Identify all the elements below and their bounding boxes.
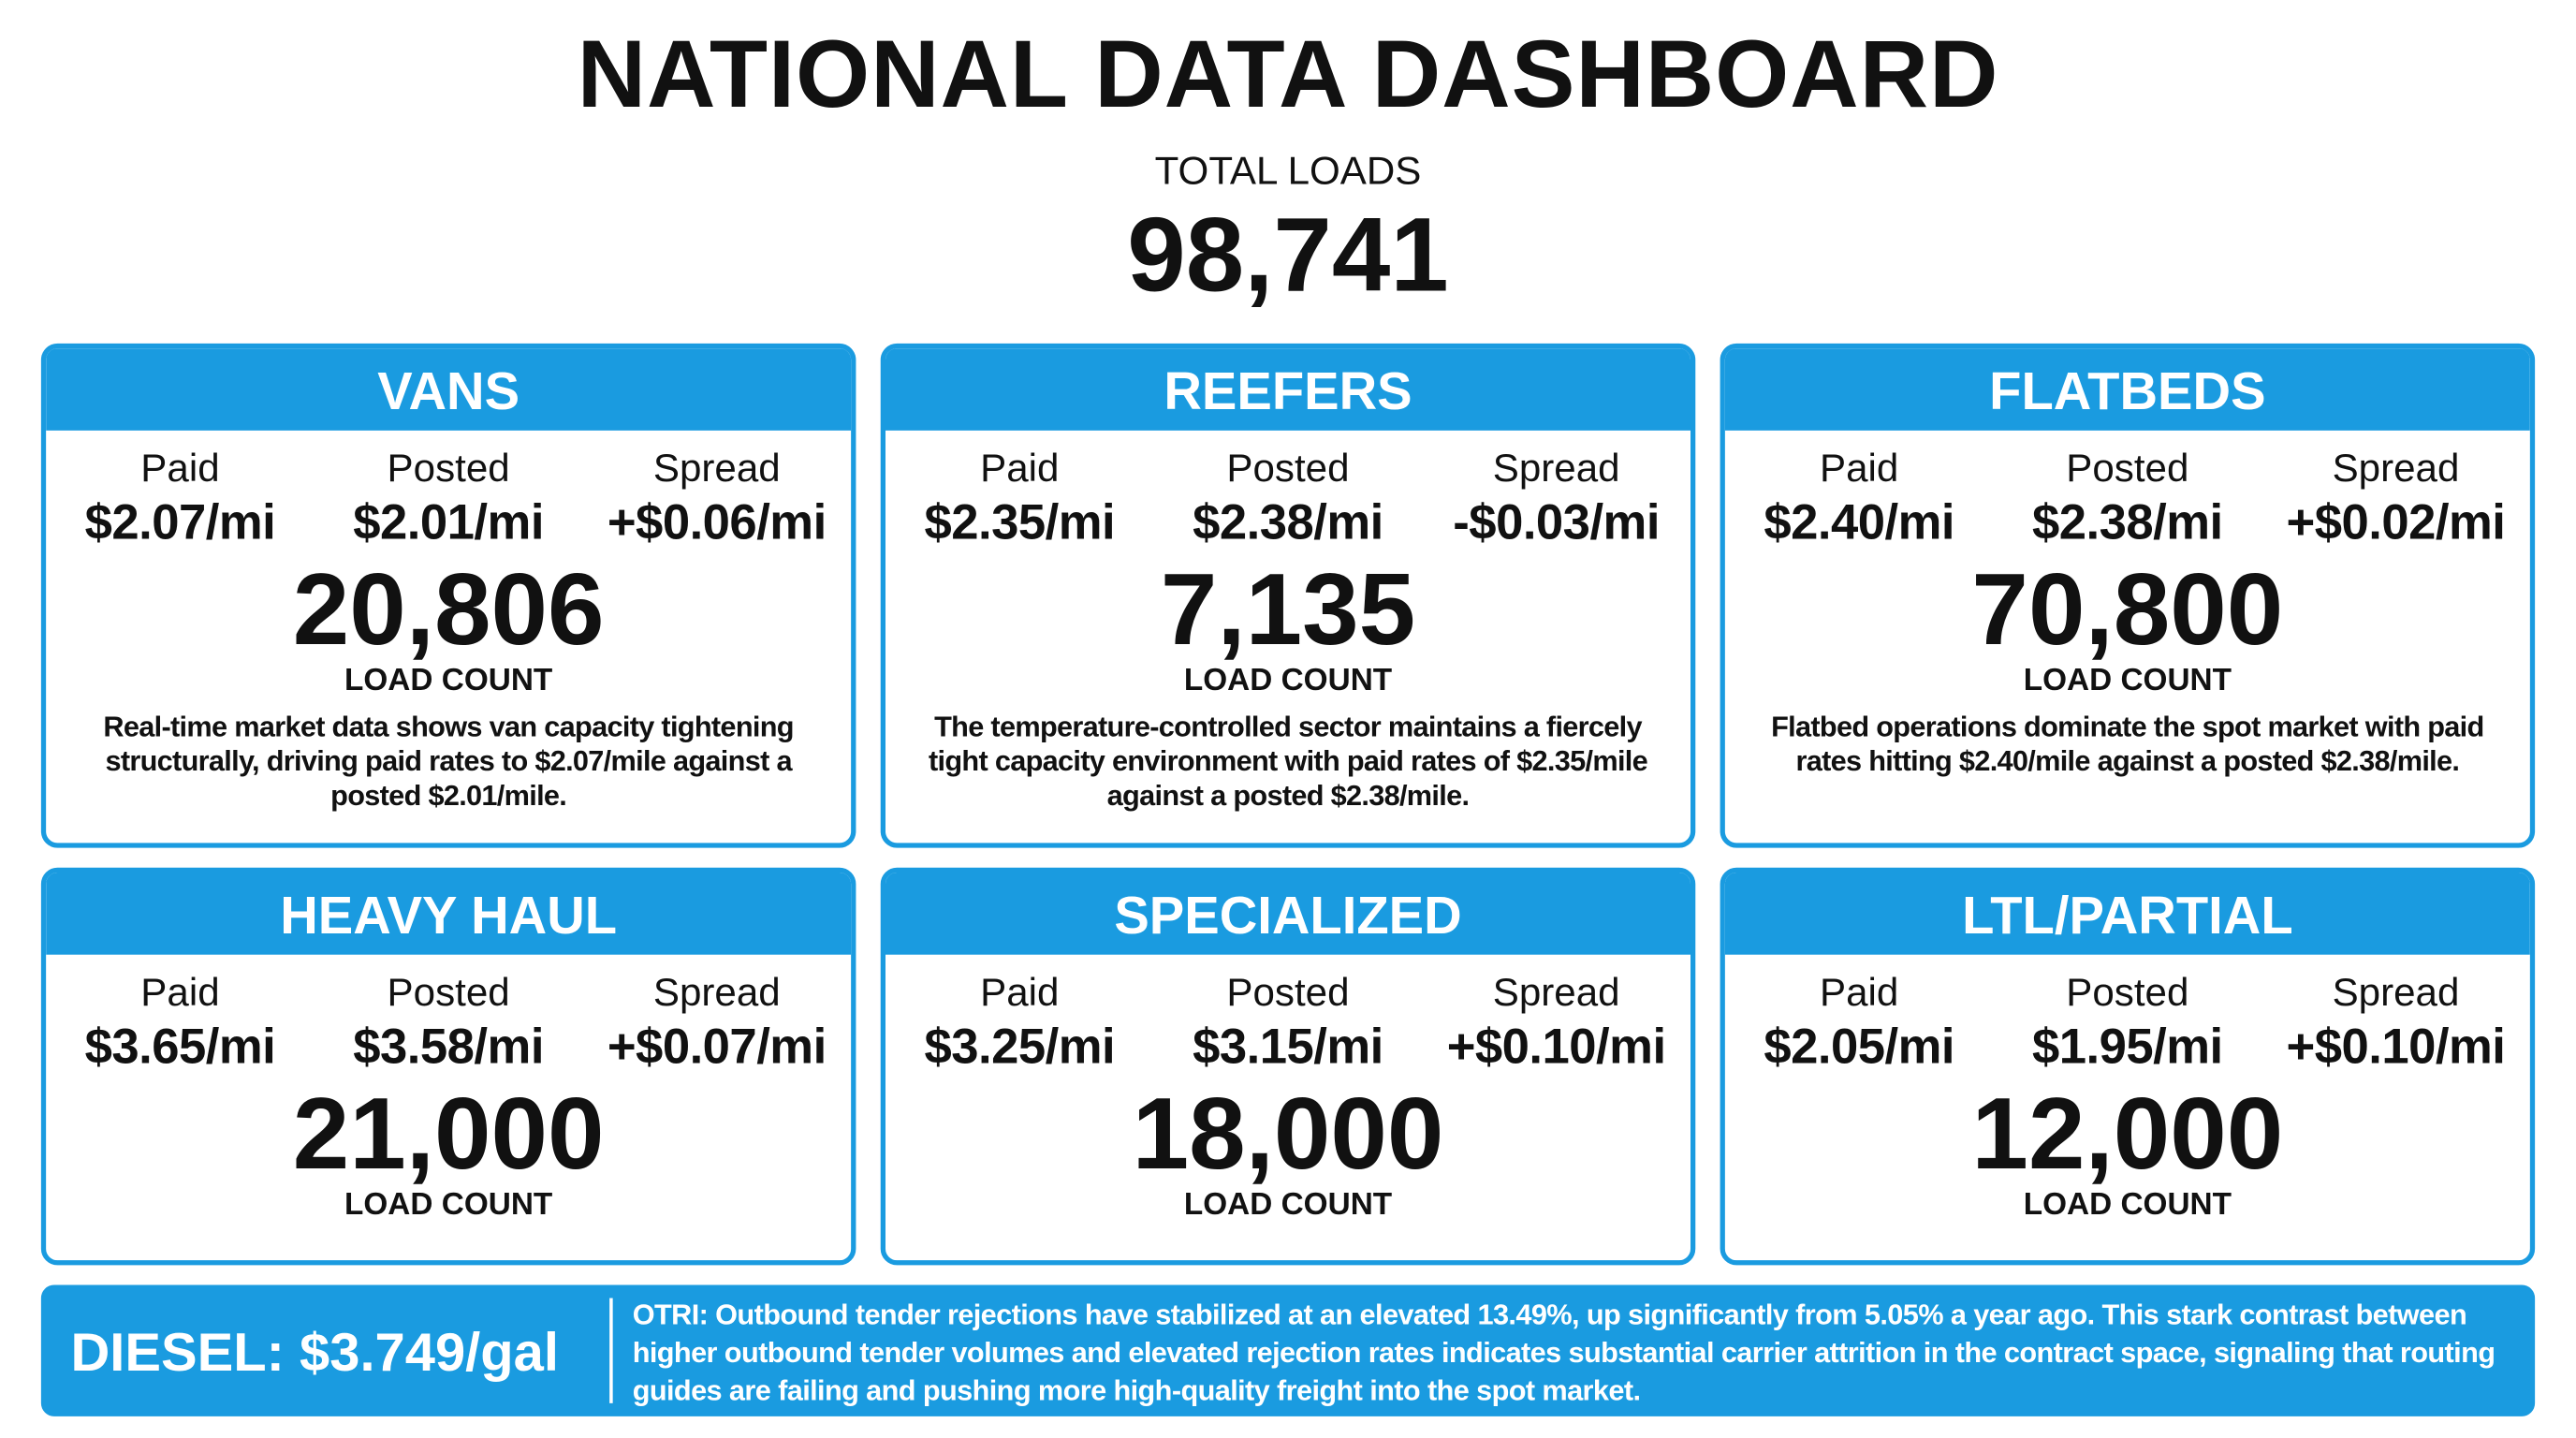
metric-value: $3.58/mi — [353, 1020, 544, 1075]
metric: Posted $2.01/mi — [315, 447, 583, 551]
metric-label: Paid — [140, 971, 220, 1016]
description: The temperature-controlled sector mainta… — [928, 710, 1648, 813]
load-count-label: LOAD COUNT — [1183, 664, 1393, 698]
metric-value: $3.25/mi — [924, 1020, 1116, 1075]
description: Flatbed operations dominate the spot mar… — [1771, 710, 2484, 778]
metric-value: $1.95/mi — [2032, 1020, 2223, 1075]
load-count: 21,000 — [292, 1078, 605, 1192]
metric-label: Spread — [2332, 971, 2460, 1016]
metric-value: $2.38/mi — [1193, 496, 1383, 550]
metric: Spread +$0.02/mi — [2261, 447, 2530, 551]
title: NATIONAL DATA DASHBOARD — [577, 21, 1999, 128]
total-value: 98,741 — [1127, 195, 1449, 315]
metrics: Paid $3.25/mi Posted $3.15/mi Spread +$0.10/m… — [886, 971, 1690, 1076]
metric-value: +$0.10/mi — [2286, 1020, 2506, 1075]
metric: Posted $3.15/mi — [1154, 971, 1423, 1076]
metric: Posted $2.38/mi — [1154, 447, 1423, 551]
metric: Paid $2.05/mi — [1725, 971, 1994, 1076]
metric-value: $2.05/mi — [1764, 1020, 1954, 1075]
metric-value: $2.35/mi — [924, 496, 1116, 550]
metric-label: Spread — [2332, 447, 2460, 492]
card-title: HEAVY HAUL — [46, 872, 852, 955]
metric: Posted $1.95/mi — [1994, 971, 2262, 1076]
metric-label: Paid — [980, 447, 1060, 492]
load-count-label: LOAD COUNT — [344, 664, 553, 698]
metric-label: Paid — [1820, 447, 1899, 492]
metric-value: $2.07/mi — [84, 496, 276, 550]
diesel-bar: DIESEL: $3.749/gal OTRI: Outbound tender… — [40, 1284, 2536, 1416]
metric: Spread -$0.03/mi — [1422, 447, 1690, 551]
metric: Paid $2.35/mi — [886, 447, 1154, 551]
metric: Posted $3.58/mi — [315, 971, 583, 1076]
metric-label: Posted — [1226, 447, 1350, 492]
metric: Spread +$0.06/mi — [582, 447, 851, 551]
card-title: SPECIALIZED — [885, 872, 1690, 955]
metrics: Paid $2.07/mi Posted $2.01/mi Spread +$0.06/m… — [46, 447, 851, 551]
metric-value: +$0.10/mi — [1446, 1020, 1666, 1075]
metric: Spread +$0.10/mi — [2261, 971, 2530, 1076]
metric-value: $2.38/mi — [2032, 496, 2223, 550]
card: LTL/PARTIAL Paid $2.05/mi Posted $1.95/mi Spr… — [1720, 867, 2536, 1266]
metric-value: +$0.07/mi — [607, 1020, 827, 1075]
metric: Paid $3.25/mi — [886, 971, 1154, 1076]
separator — [609, 1298, 613, 1403]
metric-label: Posted — [387, 971, 510, 1016]
load-count-label: LOAD COUNT — [2023, 664, 2232, 698]
metric-label: Paid — [980, 971, 1060, 1016]
load-count-label: LOAD COUNT — [344, 1187, 553, 1223]
metric-label: Posted — [2066, 447, 2189, 492]
metric-value: $2.01/mi — [353, 496, 544, 550]
card-title: LTL/PARTIAL — [1724, 872, 2530, 955]
metrics: Paid $2.35/mi Posted $2.38/mi Spread -$0.03/m… — [886, 447, 1690, 551]
load-count: 20,806 — [292, 553, 605, 668]
metric-value: -$0.03/mi — [1453, 496, 1660, 550]
card: REEFERS Paid $2.35/mi Posted $2.38/mi Spread -… — [880, 343, 1696, 848]
metric-label: Posted — [1226, 971, 1350, 1016]
metric: Paid $2.07/mi — [46, 447, 315, 551]
metric-label: Spread — [652, 971, 781, 1016]
metric: Paid $2.40/mi — [1725, 447, 1994, 551]
card-title: VANS — [46, 348, 852, 431]
metric: Spread +$0.07/mi — [582, 971, 851, 1076]
metric: Spread +$0.10/mi — [1422, 971, 1690, 1076]
metric-label: Spread — [1492, 447, 1620, 492]
load-count-label: LOAD COUNT — [1183, 1187, 1393, 1223]
metric-label: Paid — [1820, 971, 1899, 1016]
metric-label: Paid — [140, 447, 220, 492]
metric: Paid $3.65/mi — [46, 971, 315, 1076]
card: FLATBEDS Paid $2.40/mi Posted $2.38/mi Spread… — [1720, 343, 2536, 848]
load-count: 7,135 — [1160, 553, 1416, 668]
card: VANS Paid $2.07/mi Posted $2.01/mi Spread +$0.… — [40, 343, 856, 848]
load-count-label: LOAD COUNT — [2023, 1187, 2232, 1223]
card: SPECIALIZED Paid $3.25/mi Posted $3.15/mi Spr… — [880, 867, 1696, 1266]
load-count: 18,000 — [1132, 1078, 1444, 1192]
load-count: 70,800 — [1971, 553, 2284, 668]
card-title: REEFERS — [885, 348, 1690, 431]
card-title: FLATBEDS — [1724, 348, 2530, 431]
description: Real-time market data shows van capacity… — [103, 710, 794, 813]
metric-label: Spread — [652, 447, 781, 492]
total-label: TOTAL LOADS — [1154, 149, 1422, 195]
metric-value: +$0.02/mi — [2286, 496, 2506, 550]
diesel: DIESEL: $3.749/gal — [70, 1321, 559, 1383]
metrics: Paid $2.40/mi Posted $2.38/mi Spread +$0.02/m… — [1725, 447, 2530, 551]
metric-value: $3.65/mi — [84, 1020, 276, 1075]
metric-value: $2.40/mi — [1764, 496, 1954, 550]
metrics: Paid $3.65/mi Posted $3.58/mi Spread +$0.07/m… — [46, 971, 851, 1076]
metric-label: Posted — [387, 447, 510, 492]
load-count: 12,000 — [1971, 1078, 2284, 1192]
metrics: Paid $2.05/mi Posted $1.95/mi Spread +$0.10/m… — [1725, 971, 2530, 1076]
metric-value: +$0.06/mi — [607, 496, 827, 550]
card: HEAVY HAUL Paid $3.65/mi Posted $3.58/mi Spre… — [40, 867, 856, 1266]
metric-label: Spread — [1492, 971, 1620, 1016]
otri-note: OTRI: Outbound tender rejections have st… — [632, 1298, 2496, 1407]
metric-label: Posted — [2066, 971, 2189, 1016]
metric: Posted $2.38/mi — [1994, 447, 2262, 551]
metric-value: $3.15/mi — [1193, 1020, 1383, 1075]
